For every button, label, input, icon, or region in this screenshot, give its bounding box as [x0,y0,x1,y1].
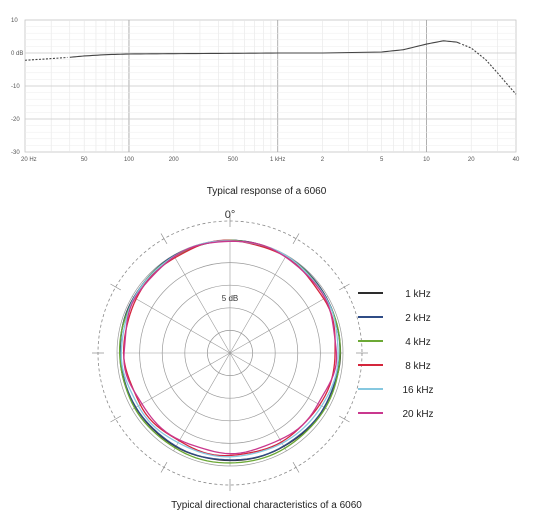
fr-x-tick-label: 20 [468,157,475,163]
polar-grid [92,215,368,491]
polar-spoke [173,254,231,354]
polar-curve-group [118,239,342,464]
fr-curve-low-dotted [24,56,68,61]
polar-outer-tick [160,233,168,245]
polar-spoke [131,352,231,410]
fr-gridlines [25,20,516,152]
polar-legend: 1 kHz 2 kHz 4 kHz 8 kHz 16 kHz 20 kHz [358,289,434,420]
polar-spoke [229,352,329,410]
fr-x-tick-label: 10 [423,157,430,163]
legend-label: 4 kHz [405,337,431,348]
polar-zero-degree-label: 0° [225,209,236,221]
fr-tick-labels: 20 Hz 50 100 200 500 1 kHz 2 5 10 20 40 10 0 dB -10 -2… [11,18,520,163]
frequency-response-chart: 20 Hz 50 100 200 500 1 kHz 2 5 10 20 40 10 0 dB -10 -2… [11,18,520,163]
polar-outer-tick [292,461,300,473]
legend-label: 1 kHz [405,289,431,300]
legend-label: 2 kHz [405,313,431,324]
fr-y-tick-label: -30 [11,150,20,156]
polar-outer-tick [160,461,168,473]
polar-outer-tick [110,415,122,423]
fr-x-tick-label: 5 [380,157,384,163]
polar-pattern-caption: Typical directional characteristics of a… [171,500,362,511]
legend-label: 8 kHz [405,361,431,372]
legend-label: 16 kHz [402,385,433,396]
polar-curve-16-khz [120,240,339,458]
polar-spoke [131,296,231,354]
polar-spoke [229,296,329,354]
polar-spoke [229,352,287,452]
polar-spoke [229,254,287,354]
fr-y-tick-label: 10 [11,18,18,24]
fr-curve-solid [69,40,461,58]
polar-curve-20-khz [123,240,338,455]
fr-x-tick-label: 40 [513,157,520,163]
legend-label: 20 kHz [402,409,433,420]
polar-spoke [173,352,231,452]
fr-y-tick-label: -10 [11,84,20,90]
fr-y-tick-label: -20 [11,117,20,123]
fr-x-tick-label: 50 [81,157,88,163]
polar-pattern-chart: 0° 5 dB 1 kHz 2 kHz 4 kHz 8 kHz 16 kHz 20 kHz [92,209,434,491]
polar-outer-tick [110,283,122,291]
polar-curve-8-khz [122,239,336,457]
fr-x-tick-label: 100 [124,157,135,163]
frequency-response-caption: Typical response of a 6060 [206,186,327,197]
fr-y-tick-label: 0 dB [11,51,23,57]
polar-outer-tick [338,415,350,423]
fr-curve-group [24,40,517,95]
polar-outer-tick [292,233,300,245]
fr-x-tick-label: 500 [228,157,239,163]
fr-x-tick-label: 1 kHz [270,157,285,163]
fr-curve-high-dotted [462,43,517,95]
polar-outer-tick [338,283,350,291]
fr-x-tick-label: 2 [321,157,325,163]
fr-x-tick-label: 200 [169,157,180,163]
fr-x-tick-label: 20 Hz [21,157,37,163]
polar-radial-label: 5 dB [222,294,238,303]
